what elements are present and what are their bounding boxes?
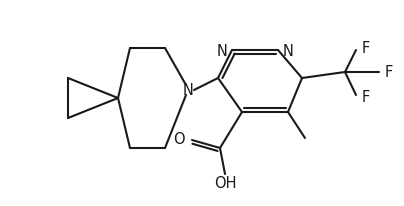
Text: F: F bbox=[362, 41, 370, 55]
Text: F: F bbox=[362, 89, 370, 104]
Text: N: N bbox=[216, 43, 227, 59]
Text: N: N bbox=[283, 43, 294, 59]
Text: F: F bbox=[385, 64, 393, 80]
Text: OH: OH bbox=[214, 177, 236, 192]
Text: O: O bbox=[173, 132, 185, 147]
Text: N: N bbox=[183, 82, 194, 97]
